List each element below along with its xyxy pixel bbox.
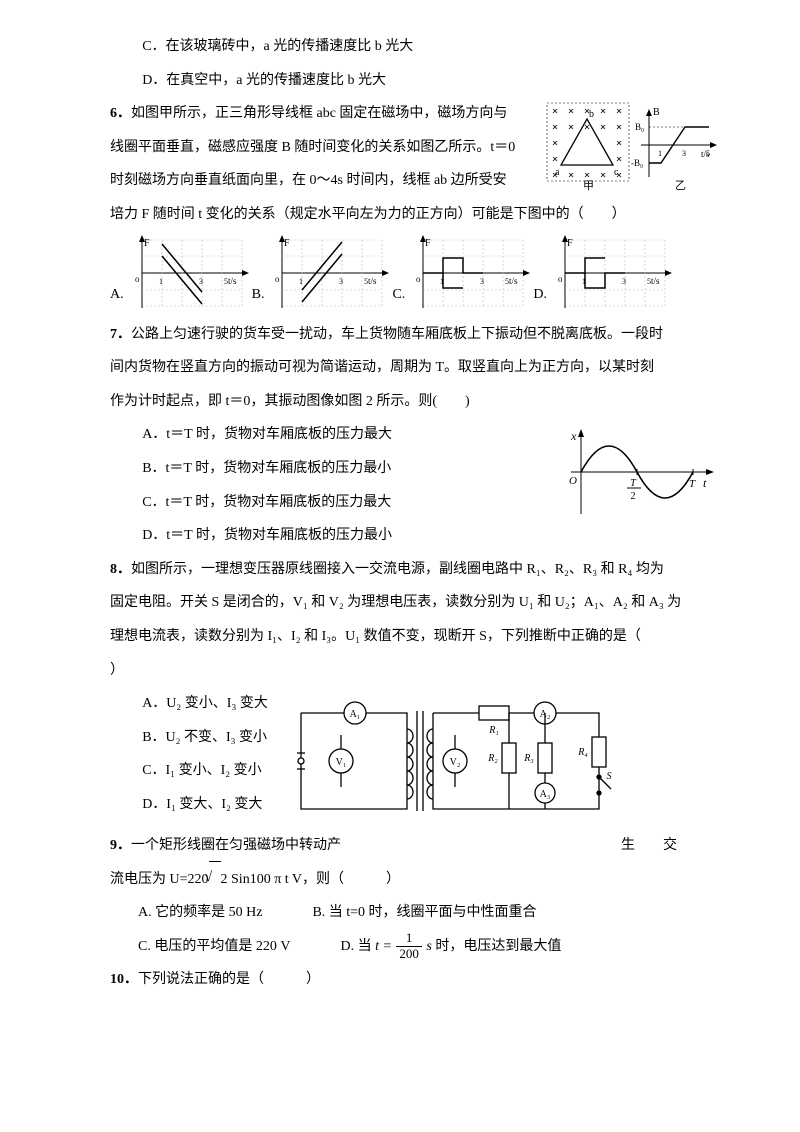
q6-optD: D.	[533, 278, 547, 318]
svg-text:5: 5	[706, 149, 710, 158]
svg-text:1: 1	[299, 277, 303, 286]
q6-graph-a: F o t/s 1 3 5	[124, 232, 252, 318]
svg-text:o: o	[416, 274, 421, 284]
svg-text:t/s: t/s	[509, 276, 518, 286]
q6-fig-right: b a c 甲 B t/s B₀	[545, 101, 720, 193]
q9-d: D. 当 t = 1200 s 时，电压达到最大值	[340, 930, 561, 964]
q6-optC: C.	[392, 278, 405, 318]
svg-text:t/s: t/s	[228, 276, 237, 286]
prev-opt-c: C．在该玻璃砖中，a 光的传播速度比 b 光大	[110, 30, 720, 64]
q6-graph-d: F o t/s 1 3 5	[547, 232, 675, 318]
svg-text:5: 5	[364, 277, 368, 286]
svg-text:5: 5	[224, 277, 228, 286]
svg-text:F: F	[567, 238, 573, 249]
svg-text:o: o	[275, 274, 280, 284]
q7-l1: 7．公路上匀速行驶的货车受一扰动，车上货物随车厢底板上下振动但不脱离底板。一段时	[110, 318, 720, 352]
svg-text:5: 5	[505, 277, 509, 286]
q6-options: A. F o t/s 1	[110, 232, 720, 318]
q6-line4: 培力 F 随时间 t 变化的关系（规定水平向左为力的正方向）可能是下图中的（ ）	[110, 198, 720, 232]
q7-l3: 作为计时起点，即 t＝0，其振动图像如图 2 所示。则( )	[110, 385, 720, 419]
svg-text:t/s: t/s	[368, 276, 377, 286]
q9: 9．一个矩形线圈在匀强磁场中转动产生 交 流电压为 U=220 √ 2 Sin1…	[110, 829, 720, 963]
svg-text:t/s: t/s	[651, 276, 660, 286]
svg-text:T: T	[630, 478, 637, 489]
q9-c: C. 电压的平均值是 220 V	[138, 930, 290, 964]
q8: 8．如图所示，一理想变压器原线圈接入一交流电源，副线圈电路中 R₁、R₂、R₃ …	[110, 553, 720, 829]
svg-text:O: O	[569, 475, 577, 487]
q7-sine-fig: x O t T T 2	[555, 422, 720, 522]
q8-a: A．U₂ 变小、I₃ 变大	[110, 687, 268, 721]
svg-text:3: 3	[622, 277, 626, 286]
svg-text:R₃: R₃	[523, 753, 534, 764]
q7-l2: 间内货物在竖直方向的振动可视为简谐运动，周期为 T。取竖直向上为正方向，以某时刻	[110, 351, 720, 385]
svg-text:3: 3	[199, 277, 203, 286]
svg-text:乙: 乙	[675, 179, 686, 192]
svg-text:3: 3	[682, 149, 686, 158]
q6: b a c 甲 B t/s B₀	[110, 97, 720, 317]
svg-text:3: 3	[480, 277, 484, 286]
svg-text:B: B	[653, 107, 660, 118]
prev-opt-d: D．在真空中，a 光的传播速度比 b 光大	[110, 64, 720, 98]
q9-b: B. 当 t=0 时，线圈平面与中性面重合	[312, 896, 536, 930]
svg-text:V₁: V₁	[335, 757, 346, 768]
svg-text:1: 1	[658, 149, 662, 158]
q6-optA: A.	[110, 278, 124, 318]
q9-l1: 9．一个矩形线圈在匀强磁场中转动产生 交	[110, 829, 720, 863]
svg-text:3: 3	[339, 277, 343, 286]
q9-l2: 流电压为 U=220 √ 2 Sin100 π t V，则（ ）	[110, 863, 720, 897]
svg-text:x: x	[570, 429, 577, 443]
svg-text:V₂: V₂	[449, 757, 460, 768]
q8-l3: 理想电流表，读数分别为 I₁、I₂ 和 I₃。U₁ 数值不变，现断开 S，下列推…	[110, 620, 720, 654]
svg-text:a: a	[555, 167, 560, 178]
q8-b: B．U₂ 不变、I₃ 变小	[110, 721, 268, 755]
q7-d: D．t＝T 时，货物对车厢底板的压力最小	[110, 519, 720, 553]
svg-text:B₀: B₀	[635, 122, 644, 132]
q8-d: D．I₁ 变大、I₂ 变大	[110, 788, 268, 822]
svg-text:o: o	[558, 274, 563, 284]
svg-text:F: F	[425, 238, 431, 249]
svg-text:A₂: A₂	[539, 709, 550, 720]
svg-text:T: T	[689, 478, 696, 490]
svg-text:R₂: R₂	[487, 753, 498, 764]
q9-a: A. 它的频率是 50 Hz	[138, 896, 262, 930]
svg-text:F: F	[144, 238, 150, 249]
svg-text:1: 1	[159, 277, 163, 286]
svg-text:t: t	[703, 476, 707, 490]
q6-triangle-and-bgraph-svg: b a c 甲 B t/s B₀	[545, 101, 720, 193]
svg-text:o: o	[135, 274, 140, 284]
q10: 10．下列说法正确的是（ ）	[110, 963, 720, 997]
svg-text:2: 2	[631, 491, 636, 502]
q6-graph-c: F o t/s 1 3 5	[405, 232, 533, 318]
q8-l2: 固定电阻。开关 S 是闭合的，V₁ 和 V₂ 为理想电压表，读数分别为 U₁ 和…	[110, 586, 720, 620]
q6-graph-b: F o t/s 1 3 5	[264, 232, 392, 318]
svg-text:b: b	[589, 109, 594, 120]
svg-text:A₃: A₃	[539, 789, 550, 800]
q8-l1: 8．如图所示，一理想变压器原线圈接入一交流电源，副线圈电路中 R₁、R₂、R₃ …	[110, 553, 720, 587]
svg-text:-B₀: -B₀	[631, 158, 643, 168]
svg-text:5: 5	[647, 277, 651, 286]
q6-optB: B.	[252, 278, 265, 318]
q7: 7．公路上匀速行驶的货车受一扰动，车上货物随车厢底板上下振动但不脱离底板。一段时…	[110, 318, 720, 553]
svg-text:R₄: R₄	[577, 747, 588, 758]
svg-text:F: F	[284, 238, 290, 249]
svg-text:甲: 甲	[583, 180, 594, 192]
svg-text:S: S	[606, 771, 611, 782]
q8-circuit-fig: A₁ V₁ V₂ A₂ A₃ R₁ R₂ R₃ R₄ S	[283, 693, 613, 829]
svg-text:c: c	[614, 167, 619, 178]
q8-l4: ）	[110, 654, 720, 688]
svg-text:A₁: A₁	[349, 709, 360, 720]
q8-c: C．I₁ 变小、I₂ 变小	[110, 754, 268, 788]
svg-text:R₁: R₁	[488, 725, 499, 736]
